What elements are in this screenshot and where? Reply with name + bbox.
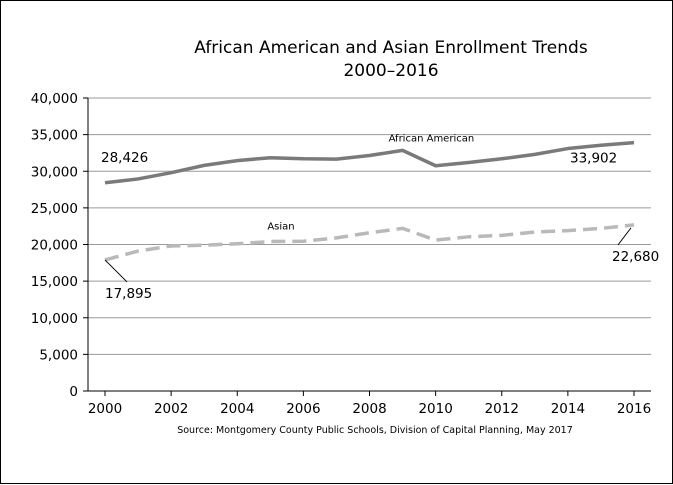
x-tick-label: 2016: [617, 401, 651, 417]
x-tick-label: 2012: [485, 401, 519, 417]
data-label-start-asian: 17,895: [105, 286, 152, 302]
chart-subtitle: 2000–2016: [343, 61, 438, 81]
y-axis-ticks: 0 5,000 10,000 15,000 20,000 25,000 30,000 35,0…: [31, 91, 88, 400]
y-tick-label: 15,000: [31, 274, 78, 290]
y-tick-label: 20,000: [31, 238, 78, 254]
data-label-end-african-american: 33,902: [570, 151, 617, 167]
data-label-start-african-american: 28,426: [101, 150, 148, 166]
data-label-end-asian: 22,680: [612, 249, 659, 265]
x-axis-ticks: 2000 2002 2004 2006 2008 2010 2012 2014 2016: [88, 391, 651, 417]
y-tick-label: 35,000: [31, 128, 78, 144]
x-tick-label: 2008: [352, 401, 386, 417]
y-tick-label: 40,000: [31, 91, 78, 107]
y-tick-label: 5,000: [39, 347, 78, 363]
y-tick-label: 25,000: [31, 201, 78, 217]
x-tick-label: 2014: [551, 401, 585, 417]
chart-source: Source: Montgomery County Public Schools…: [177, 425, 573, 436]
annotations: African American Asian 28,426 33,902 17,895 2…: [101, 133, 659, 302]
x-tick-label: 2004: [220, 401, 254, 417]
series-lines: [104, 140, 635, 262]
callout-line-start-asian: [104, 259, 128, 283]
series-line-african-american: [104, 140, 635, 185]
series-label-african-american: African American: [389, 133, 475, 144]
x-tick-label: 2002: [154, 401, 188, 417]
x-tick-label: 2010: [418, 401, 452, 417]
callout-line-end-asian: [617, 227, 632, 246]
chart-title: African American and Asian Enrollment Tr…: [194, 38, 588, 58]
y-tick-label: 10,000: [31, 311, 78, 327]
x-tick-label: 2000: [88, 401, 122, 417]
y-tick-label: 30,000: [31, 164, 78, 180]
series-line-asian: [104, 223, 635, 262]
series-label-asian: Asian: [267, 222, 294, 233]
gridlines: [88, 97, 651, 355]
y-tick-label: 0: [69, 384, 78, 400]
x-tick-label: 2006: [286, 401, 320, 417]
